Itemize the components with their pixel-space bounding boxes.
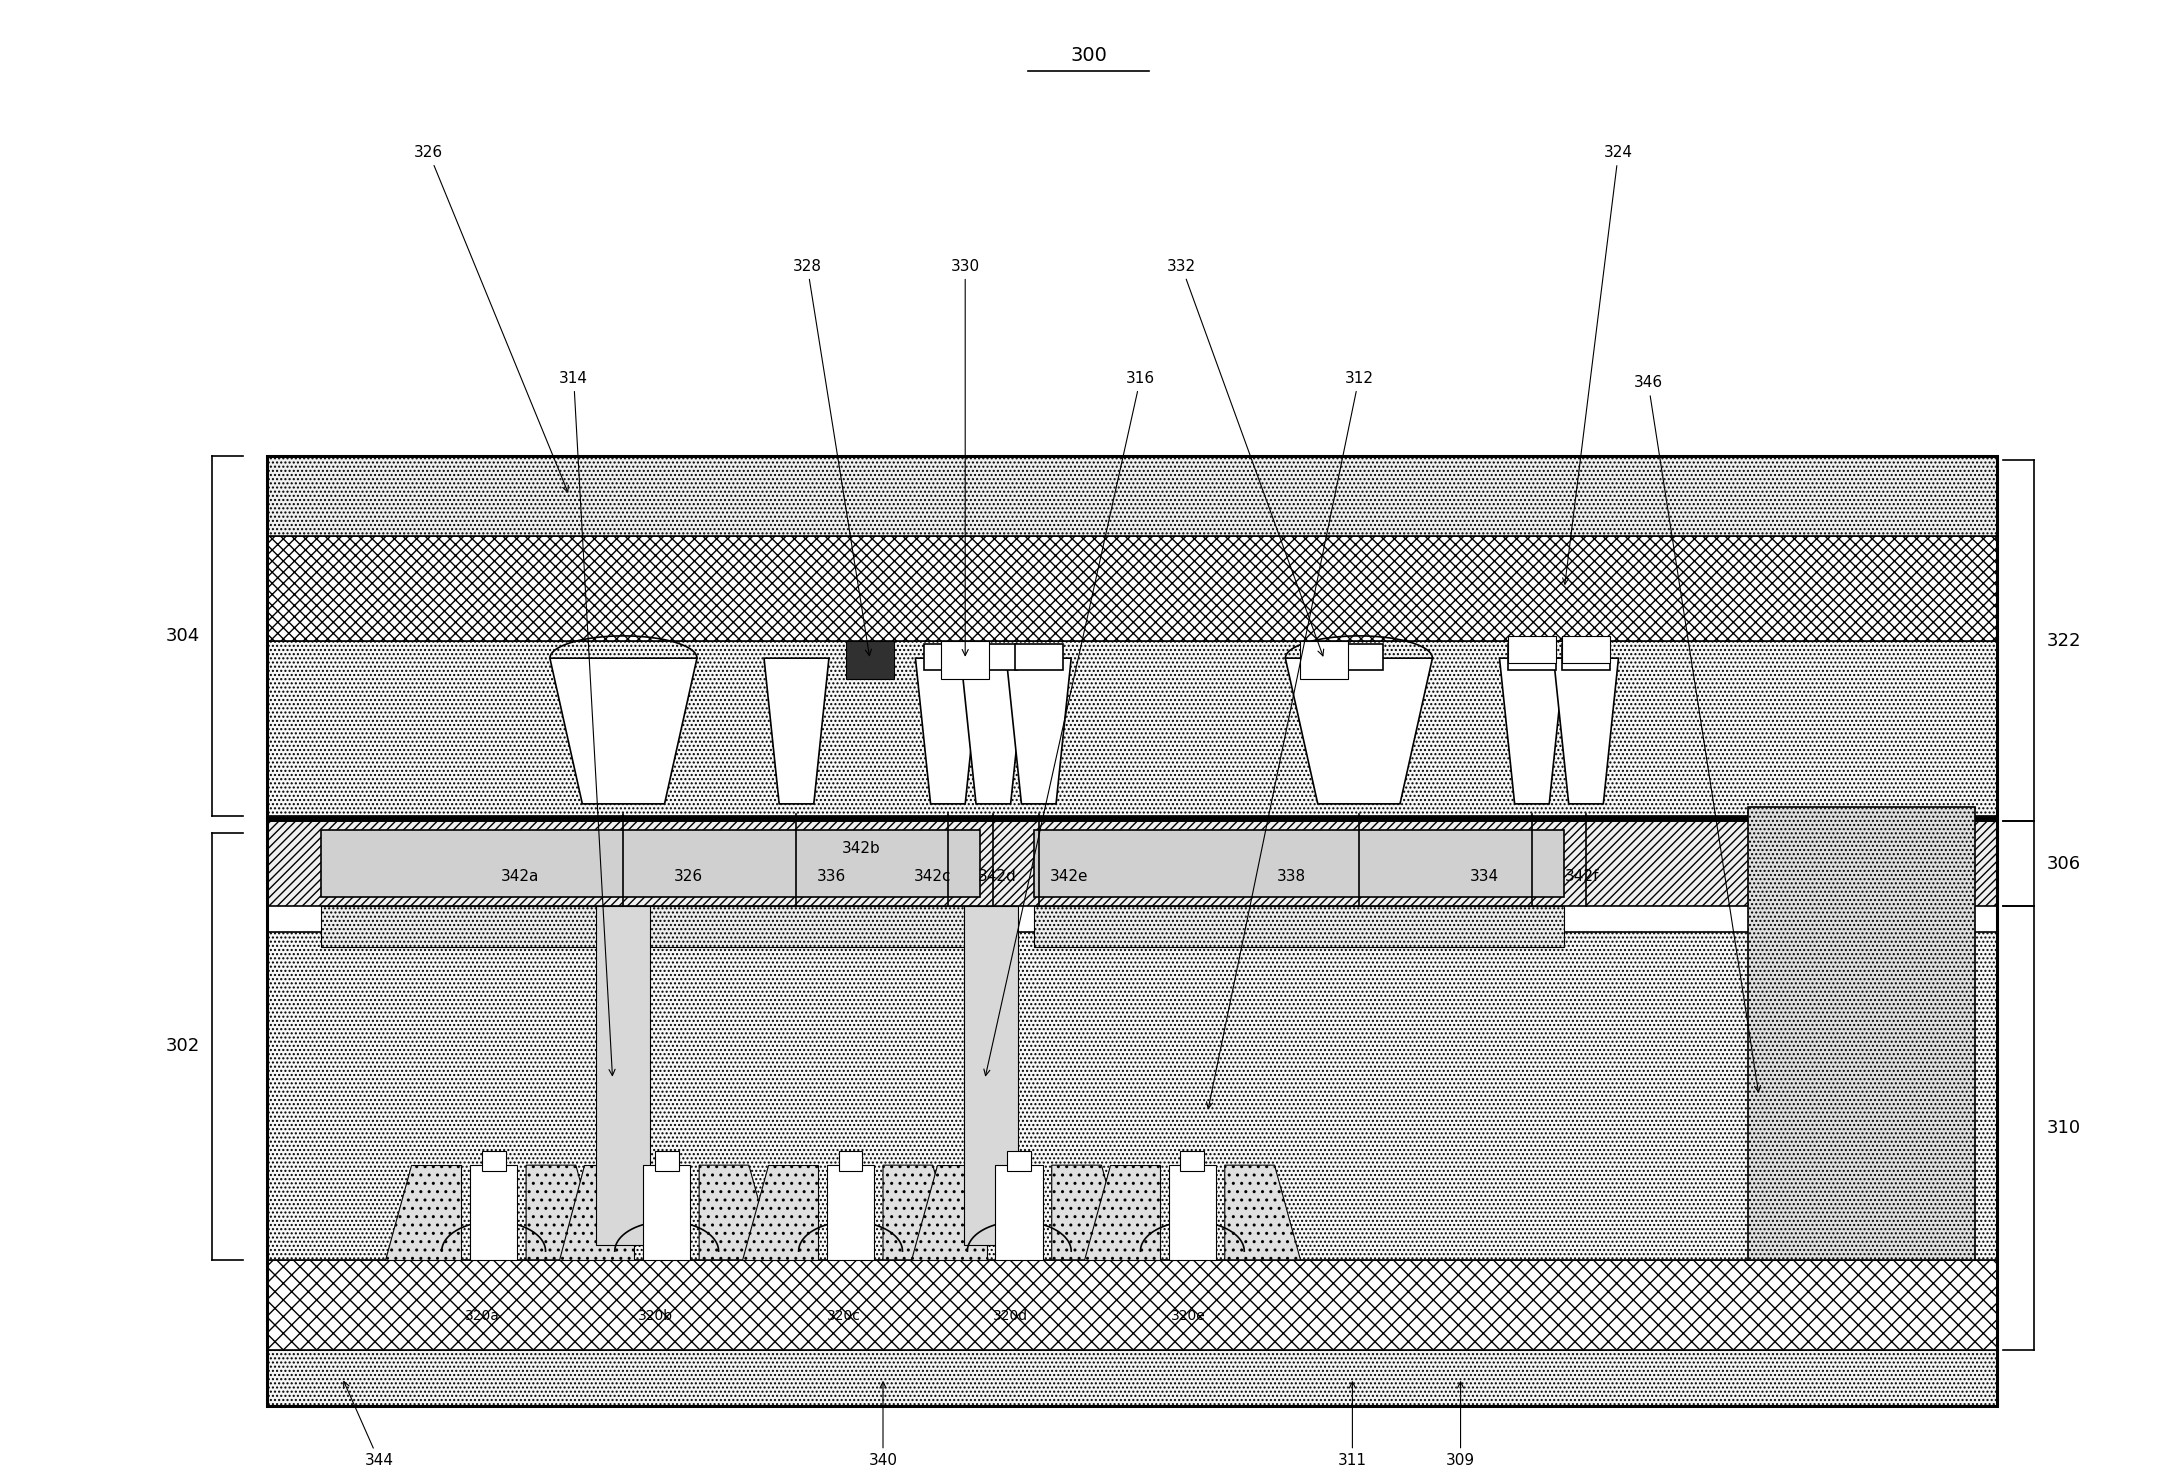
Text: 322: 322	[2046, 632, 2081, 649]
Text: 320b: 320b	[638, 1309, 673, 1322]
Bar	[1034, 906, 1565, 946]
Text: 340: 340	[869, 1382, 897, 1469]
Text: 330: 330	[951, 258, 980, 655]
Bar	[266, 1351, 1996, 1405]
Bar	[995, 1165, 1043, 1261]
Bar	[1180, 1151, 1204, 1170]
Bar	[827, 1165, 875, 1261]
Text: 342d: 342d	[977, 869, 1017, 884]
Polygon shape	[1226, 1165, 1300, 1261]
Bar	[266, 821, 1996, 906]
Text: 332: 332	[1167, 258, 1324, 655]
Text: 326: 326	[414, 145, 568, 492]
Text: 324: 324	[1563, 145, 1633, 584]
Bar	[847, 641, 895, 679]
Polygon shape	[699, 1165, 775, 1261]
Polygon shape	[1284, 658, 1432, 804]
Text: 311: 311	[1339, 1382, 1367, 1469]
Bar	[266, 456, 1996, 1405]
Text: 334: 334	[1469, 869, 1500, 884]
Text: 312: 312	[1206, 370, 1374, 1108]
Polygon shape	[1084, 1165, 1160, 1261]
Bar	[1169, 1165, 1217, 1261]
Bar	[642, 1165, 690, 1261]
Polygon shape	[912, 1165, 986, 1261]
Bar	[1014, 644, 1062, 670]
Text: 320a: 320a	[466, 1309, 501, 1322]
Bar	[320, 830, 980, 897]
Bar	[266, 931, 1996, 1261]
Polygon shape	[551, 658, 697, 804]
Bar	[266, 536, 1996, 641]
Polygon shape	[764, 658, 829, 804]
Polygon shape	[960, 658, 1025, 804]
Bar	[266, 1261, 1996, 1351]
Polygon shape	[527, 1165, 601, 1261]
Text: 320e: 320e	[1171, 1309, 1206, 1322]
Text: 342a: 342a	[501, 869, 538, 884]
Polygon shape	[884, 1165, 958, 1261]
Polygon shape	[1051, 1165, 1128, 1261]
Bar	[481, 1151, 505, 1170]
Text: 328: 328	[792, 258, 871, 655]
Bar	[838, 1151, 862, 1170]
Bar	[1509, 644, 1557, 670]
Bar	[1509, 636, 1557, 663]
Text: 302: 302	[165, 1038, 200, 1055]
Bar	[1563, 636, 1609, 663]
Bar	[1335, 644, 1382, 670]
Bar	[266, 641, 1996, 816]
Text: 344: 344	[344, 1382, 394, 1469]
Polygon shape	[742, 1165, 819, 1261]
Text: 342e: 342e	[1049, 869, 1088, 884]
Polygon shape	[1006, 658, 1071, 804]
Bar	[923, 644, 971, 670]
Text: 309: 309	[1446, 1382, 1476, 1469]
Bar	[1300, 641, 1348, 679]
Bar	[1034, 830, 1565, 897]
Text: 320c: 320c	[827, 1309, 862, 1322]
Polygon shape	[559, 1165, 634, 1261]
Text: 336: 336	[816, 869, 845, 884]
Bar	[1748, 807, 1975, 1261]
Text: 320d: 320d	[993, 1309, 1028, 1322]
Text: 316: 316	[984, 370, 1156, 1076]
Polygon shape	[1554, 658, 1618, 804]
Text: 326: 326	[673, 869, 703, 884]
Text: 346: 346	[1633, 375, 1761, 1092]
Text: 338: 338	[1278, 869, 1306, 884]
Text: 300: 300	[1071, 46, 1106, 65]
Bar	[320, 906, 980, 946]
Bar	[266, 456, 1996, 536]
Text: 342f: 342f	[1565, 869, 1598, 884]
Bar	[596, 906, 651, 1246]
Bar	[655, 1151, 679, 1170]
Text: 342c: 342c	[914, 869, 951, 884]
Text: 306: 306	[2046, 855, 2081, 872]
Text: 342b: 342b	[842, 841, 882, 856]
Text: 310: 310	[2046, 1119, 2081, 1137]
Text: 304: 304	[165, 627, 200, 645]
Polygon shape	[917, 658, 980, 804]
Bar	[1008, 1151, 1032, 1170]
Polygon shape	[385, 1165, 462, 1261]
Bar	[470, 1165, 518, 1261]
Bar	[940, 641, 988, 679]
Bar	[1563, 644, 1609, 670]
Polygon shape	[1500, 658, 1565, 804]
Text: 314: 314	[559, 370, 616, 1076]
Bar	[969, 644, 1017, 670]
Bar	[266, 816, 1996, 821]
Bar	[964, 906, 1019, 1246]
